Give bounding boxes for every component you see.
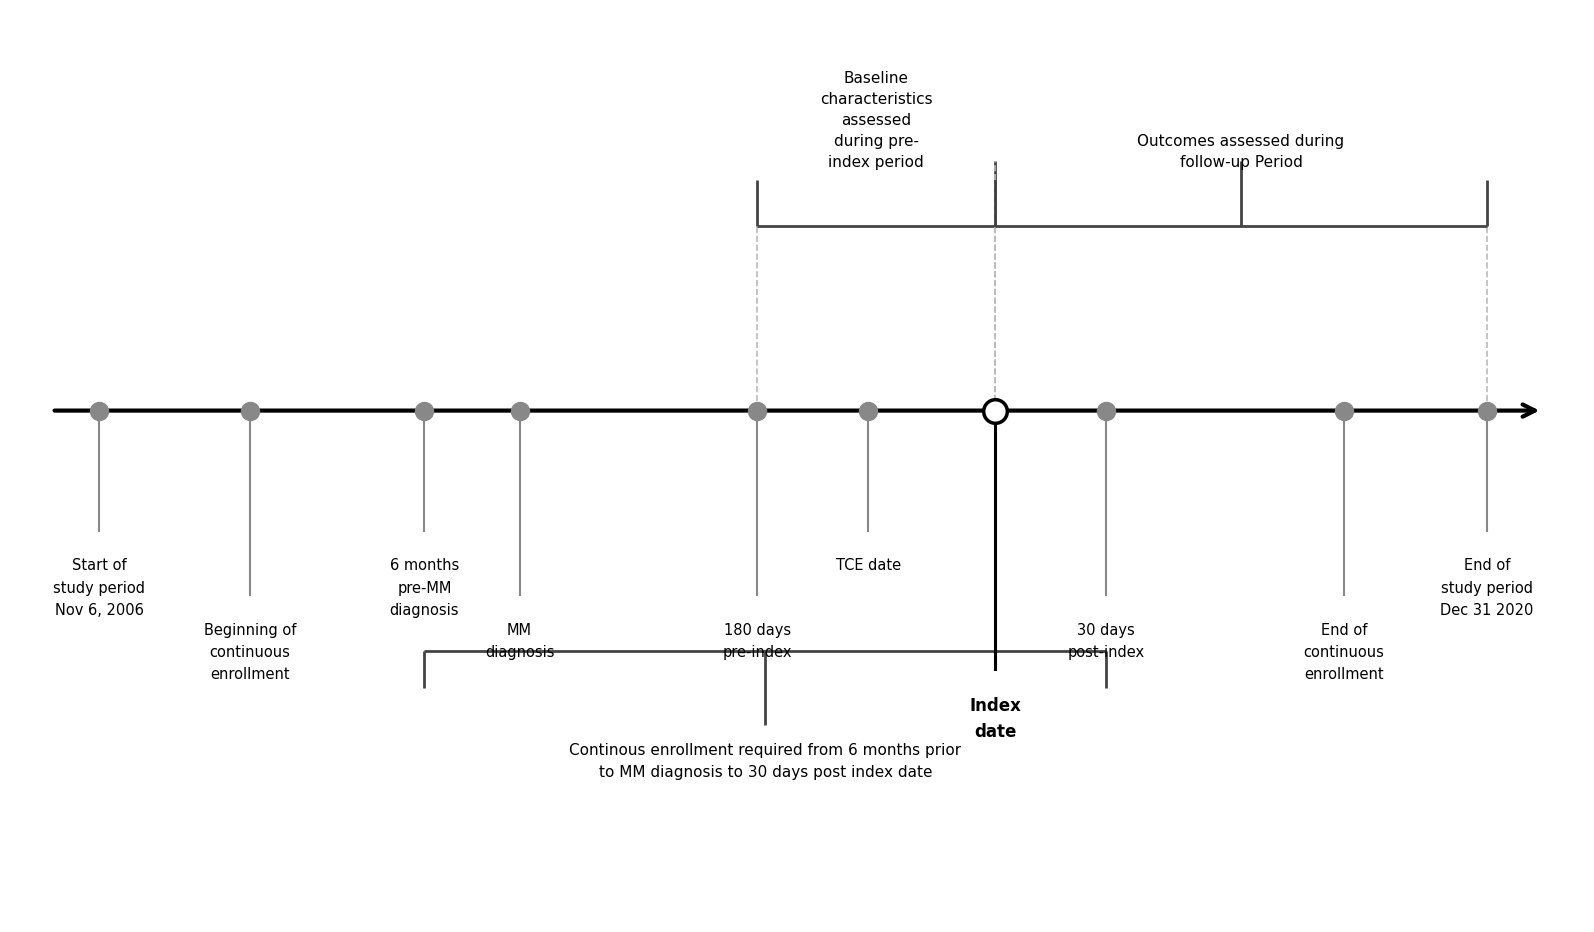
Text: 30 days
post-index: 30 days post-index: [1068, 623, 1144, 660]
Text: 180 days
pre-index: 180 days pre-index: [722, 623, 792, 660]
Text: Baseline
characteristics
assessed
during pre-
index period: Baseline characteristics assessed during…: [819, 72, 932, 171]
Text: Index
date: Index date: [969, 697, 1022, 741]
Text: Outcomes assessed during
follow-up Period: Outcomes assessed during follow-up Perio…: [1138, 134, 1345, 171]
Text: End of
continuous
enrollment: End of continuous enrollment: [1304, 623, 1385, 682]
Text: End of
study period
Dec 31 2020: End of study period Dec 31 2020: [1439, 558, 1533, 618]
Text: 6 months
pre-MM
diagnosis: 6 months pre-MM diagnosis: [389, 558, 459, 618]
Text: Continous enrollment required from 6 months prior
to MM diagnosis to 30 days pos: Continous enrollment required from 6 mon…: [569, 743, 961, 780]
Text: TCE date: TCE date: [835, 558, 901, 573]
Text: MM
diagnosis: MM diagnosis: [485, 623, 555, 660]
Text: Beginning of
continuous
enrollment: Beginning of continuous enrollment: [204, 623, 296, 682]
Text: Start of
study period
Nov 6, 2006: Start of study period Nov 6, 2006: [53, 558, 145, 618]
